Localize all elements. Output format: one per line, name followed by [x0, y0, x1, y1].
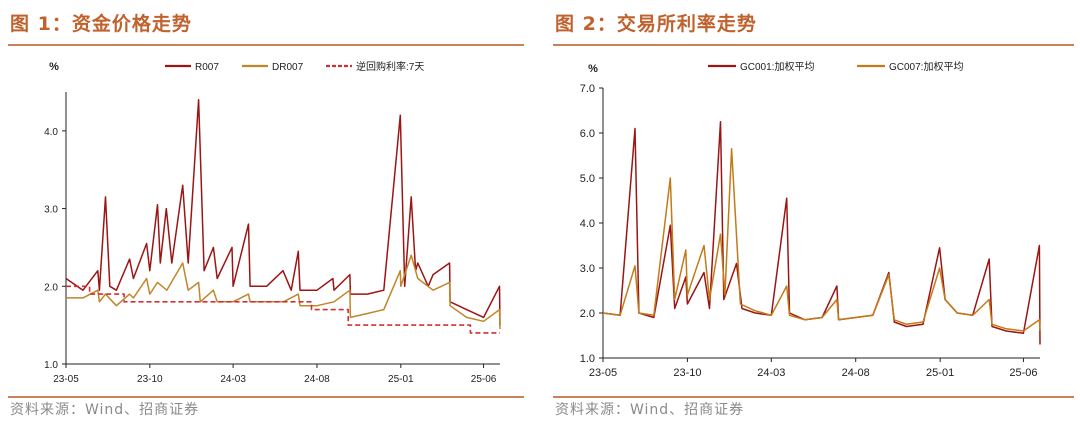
x-tick-label: 25-06	[471, 374, 497, 385]
figure-2-source: 资料来源：Wind、招商证券	[555, 402, 745, 418]
y-axis-unit-label: %	[588, 63, 598, 75]
y-tick-label: 4.0	[44, 127, 58, 138]
series-line-GC001:加权平均	[602, 121, 1041, 345]
y-tick-label: 1.0	[44, 360, 58, 371]
x-tick-label: 25-01	[926, 367, 954, 379]
y-tick-label: 7.0	[580, 83, 595, 95]
figure-2-panel: 图 2：交易所利率走势 1.0 2.0 3.0 4.0 5.0 6.0 7.0% 23-05 2…	[545, 0, 1080, 447]
y-tick-label: 2.0	[44, 282, 58, 293]
legend-label: R007	[195, 62, 219, 73]
y-tick-label: 6.0	[580, 128, 595, 140]
figure-2-title: 图 2：交易所利率走势	[555, 13, 757, 35]
x-tick-label: 25-01	[388, 374, 414, 385]
legend-label: 逆回购利率:7天	[356, 60, 424, 73]
y-tick-label: 3.0	[44, 205, 58, 216]
y-tick-label: 2.0	[580, 308, 595, 320]
y-tick-label: 1.0	[580, 353, 595, 365]
x-tick-label: 23-05	[589, 367, 617, 379]
y-tick-label: 4.0	[580, 218, 595, 230]
figure-1-top-rule	[8, 44, 524, 46]
y-tick-label: 5.0	[580, 173, 595, 185]
x-tick-label: 23-10	[137, 374, 163, 385]
chart-2-svg: 1.0 2.0 3.0 4.0 5.0 6.0 7.0% 23-05 23-10 24-03 24-…	[580, 60, 1041, 379]
legend-label: GC001:加权平均	[740, 60, 814, 73]
figure-1-bottom-rule	[8, 396, 524, 398]
figure-2-top-rule	[553, 44, 1074, 46]
series-line-DR007	[66, 254, 501, 330]
y-tick-label: 3.0	[580, 263, 595, 275]
y-axis-unit-label: %	[49, 61, 59, 73]
figure-1-title: 图 1：资金价格走势	[10, 13, 192, 35]
x-tick-label: 23-05	[53, 374, 79, 385]
x-tick-label: 24-08	[842, 367, 870, 379]
x-tick-label: 24-03	[220, 374, 246, 385]
x-tick-label: 24-03	[757, 367, 785, 379]
legend-label: GC007:加权平均	[889, 60, 963, 73]
figure-2-bottom-rule	[553, 396, 1074, 398]
series-line-R007	[65, 99, 501, 326]
series-line-GC007:加权平均	[602, 148, 1041, 332]
x-tick-label: 23-10	[673, 367, 701, 379]
figure-1-panel: 图 1：资金价格走势 1.0 2.0 3.0 4.0% 23-05 23-10 24-03 2…	[0, 0, 530, 447]
x-tick-label: 24-08	[304, 374, 330, 385]
chart-1-svg: 1.0 2.0 3.0 4.0% 23-05 23-10 24-03 24-08 25-01 25…	[44, 60, 501, 385]
x-tick-label: 25-06	[1009, 367, 1037, 379]
series-line-逆回购利率:7天	[66, 285, 500, 334]
figure-1-source: 资料来源：Wind、招商证券	[10, 402, 200, 418]
legend-label: DR007	[272, 62, 304, 73]
